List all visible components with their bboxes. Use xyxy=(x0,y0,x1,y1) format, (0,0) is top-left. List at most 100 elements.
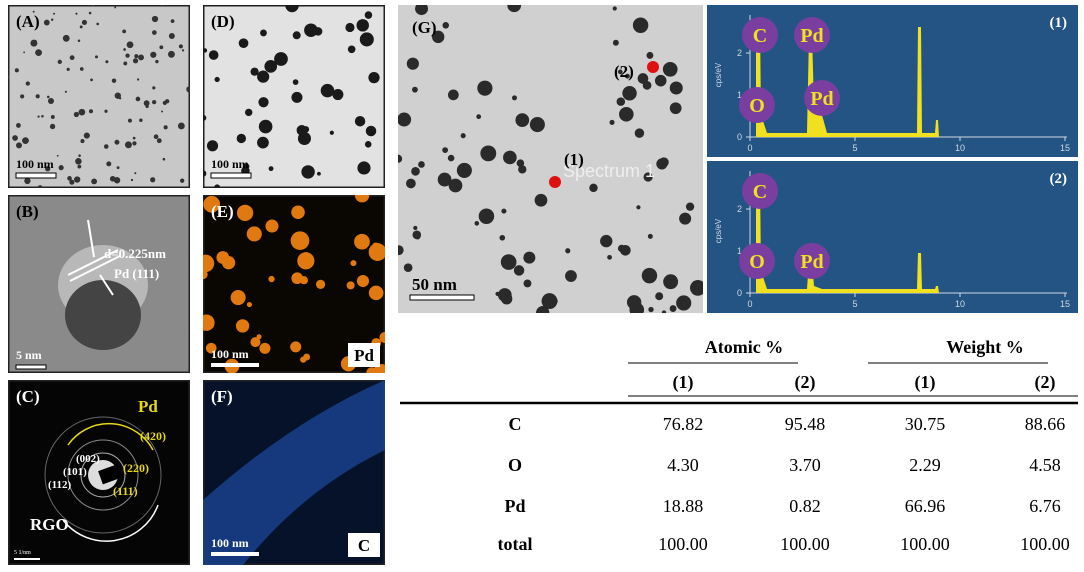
particle xyxy=(347,45,356,54)
table-cell: 95.48 xyxy=(784,414,826,434)
particle xyxy=(180,178,185,183)
particle xyxy=(418,161,425,168)
particle xyxy=(523,279,532,288)
particle xyxy=(22,137,29,145)
tem-panel-a: (A) 100 nm xyxy=(8,5,190,188)
particle xyxy=(350,260,357,267)
scale-bar-label: 5 nm xyxy=(16,348,42,362)
particle xyxy=(368,71,380,84)
y-tick-label: 0 xyxy=(737,288,742,298)
particle xyxy=(565,248,571,254)
particle xyxy=(45,166,51,172)
particle xyxy=(126,41,134,49)
particle xyxy=(56,154,59,157)
particle xyxy=(669,102,682,115)
particle xyxy=(565,270,577,282)
particle xyxy=(178,44,183,49)
particle xyxy=(529,117,545,133)
scale-bar-label: 5 1/nm xyxy=(14,550,31,556)
particle xyxy=(398,112,412,127)
particle xyxy=(268,166,274,172)
table-cell: 4.58 xyxy=(1029,455,1061,475)
particle xyxy=(612,39,619,46)
particle xyxy=(150,51,157,58)
particle xyxy=(643,172,653,182)
particle xyxy=(58,165,64,171)
particle xyxy=(685,202,695,211)
column-header: (2) xyxy=(794,372,816,392)
table-cell: 88.66 xyxy=(1024,414,1066,434)
element-label: Pd xyxy=(354,346,374,365)
stem-panel-g: (G) Spectrum 1 (1) (2) 50 nm xyxy=(398,5,703,313)
particle xyxy=(412,230,422,240)
particle xyxy=(123,48,126,51)
particle xyxy=(477,80,493,96)
particle xyxy=(245,108,253,117)
particle xyxy=(62,34,70,42)
particle xyxy=(648,306,654,313)
particle xyxy=(77,164,82,169)
particle xyxy=(127,118,132,123)
scale-bar-label: 100 nm xyxy=(211,157,249,171)
particle xyxy=(655,292,664,301)
particle xyxy=(69,179,75,185)
particle xyxy=(186,86,190,93)
peak-label: O xyxy=(749,95,765,117)
particle xyxy=(238,38,249,49)
particle xyxy=(411,167,420,176)
particle xyxy=(634,26,639,31)
particle xyxy=(161,5,164,7)
table-rules xyxy=(400,362,1078,405)
particle xyxy=(619,106,634,122)
panel-label: (D) xyxy=(211,12,235,31)
particle xyxy=(243,163,250,170)
particle xyxy=(523,251,536,264)
particle xyxy=(359,32,374,47)
particle xyxy=(297,252,315,270)
ring-label: (111) xyxy=(113,484,138,498)
particle xyxy=(155,59,159,64)
peak-label: Pd xyxy=(810,88,833,110)
spectrum-label: (2) xyxy=(1050,171,1068,187)
particle xyxy=(214,184,221,188)
particle xyxy=(654,74,667,87)
particle xyxy=(14,68,19,73)
particle xyxy=(145,104,149,109)
particle xyxy=(354,116,366,127)
element-label: Pd xyxy=(138,397,158,416)
peak-marker xyxy=(804,80,840,116)
particle xyxy=(69,55,75,61)
particle xyxy=(16,142,22,149)
particle xyxy=(292,31,301,40)
particle xyxy=(607,254,612,260)
particle xyxy=(203,48,208,53)
particle xyxy=(620,244,631,256)
table-cell: 6.76 xyxy=(1029,496,1061,516)
particle xyxy=(512,95,517,101)
particle xyxy=(259,342,271,354)
particle xyxy=(365,125,377,137)
particle xyxy=(354,195,370,203)
particle xyxy=(507,5,522,13)
particle xyxy=(634,128,645,138)
x-tick-label: 0 xyxy=(747,299,752,309)
peak-marker xyxy=(794,243,830,279)
ring-label: (002) xyxy=(76,453,100,465)
point-label: (2) xyxy=(614,62,634,81)
particle xyxy=(152,86,156,90)
particle xyxy=(617,69,623,75)
scale-bar-label: 100 nm xyxy=(16,157,54,171)
particle xyxy=(177,122,185,130)
particle xyxy=(285,5,299,13)
particle xyxy=(35,49,42,56)
tem-panel-d: (D) 100 nm xyxy=(203,5,385,188)
x-tick-label: 5 xyxy=(852,299,857,309)
particle xyxy=(203,195,221,213)
particle xyxy=(258,119,273,134)
particle xyxy=(216,251,230,264)
particle xyxy=(637,73,649,84)
peak-label: C xyxy=(753,181,767,203)
particle xyxy=(412,86,418,93)
